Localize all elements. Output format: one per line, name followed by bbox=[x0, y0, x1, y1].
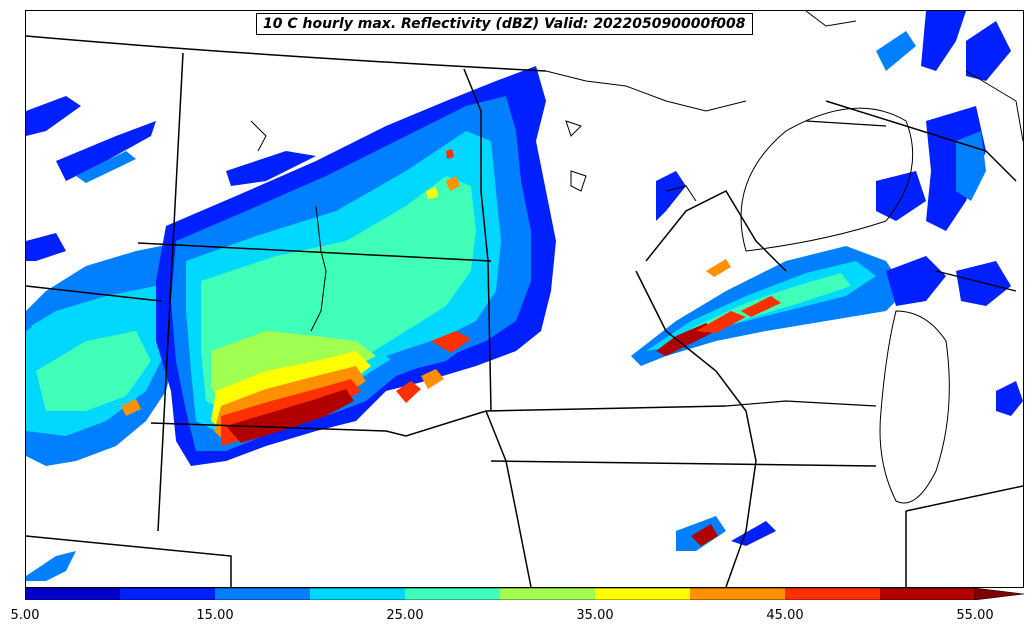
colorbar-bin-8 bbox=[785, 588, 880, 600]
precip-streaks-northeast bbox=[876, 11, 1023, 416]
colorbar-border bbox=[25, 588, 976, 600]
precip-area-dakotas bbox=[156, 66, 556, 466]
colorbar-tick-label: 5.00 bbox=[10, 608, 40, 623]
map-canvas bbox=[26, 11, 1023, 587]
precip-streaks-northwest bbox=[26, 96, 316, 581]
colorbar-tick-label: 45.00 bbox=[766, 608, 804, 623]
colorbar-tick-label: 35.00 bbox=[576, 608, 614, 623]
colorbar-bin-0 bbox=[25, 588, 120, 600]
colorbar-tick-label: 55.00 bbox=[956, 608, 994, 623]
colorbar-extension bbox=[974, 588, 1024, 600]
colorbar-bin-4 bbox=[405, 588, 500, 600]
colorbar-bin-7 bbox=[690, 588, 785, 600]
chart-title: 10 C hourly max. Reflectivity (dBZ) Vali… bbox=[256, 13, 753, 35]
lakes-and-coastlines bbox=[250, 11, 1023, 504]
colorbar-bin-1 bbox=[120, 588, 215, 600]
precip-area-wisconsin bbox=[631, 171, 1011, 551]
colorbar-bin-9 bbox=[880, 588, 975, 600]
colorbar-bin-6 bbox=[595, 588, 690, 600]
state-boundaries bbox=[26, 35, 1023, 587]
colorbar bbox=[25, 588, 1024, 600]
colorbar-bin-2 bbox=[215, 588, 310, 600]
reflectivity-map bbox=[25, 10, 1024, 588]
colorbar-tick-label: 15.00 bbox=[196, 608, 234, 623]
colorbar-bin-5 bbox=[500, 588, 595, 600]
colorbar-bin-3 bbox=[310, 588, 405, 600]
colorbar-tick-label: 25.00 bbox=[386, 608, 424, 623]
